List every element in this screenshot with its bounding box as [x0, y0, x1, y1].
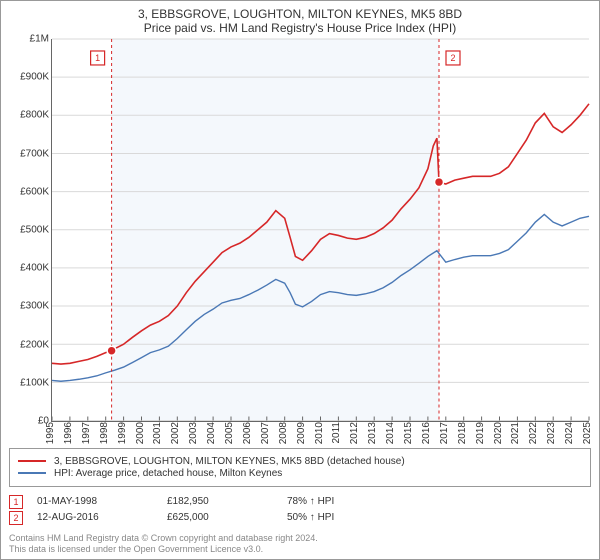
- table-row: 1 01-MAY-1998 £182,950 78% ↑ HPI: [9, 495, 591, 509]
- plot-region: 12: [51, 39, 589, 422]
- plot-svg: 12: [52, 39, 589, 421]
- y-tick-label: £100K: [20, 377, 49, 388]
- x-tick-label: 2006: [242, 422, 253, 444]
- x-axis: 1995199619971998199920002001200220032004…: [51, 422, 589, 442]
- attribution-line: Contains HM Land Registry data © Crown c…: [9, 533, 591, 544]
- legend-label: HPI: Average price, detached house, Milt…: [54, 468, 282, 479]
- x-tick-label: 2008: [278, 422, 289, 444]
- y-tick-label: £600K: [20, 186, 49, 197]
- tx-badge-num: 1: [13, 497, 18, 507]
- tx-badge-num: 2: [13, 513, 18, 523]
- chart-container: 3, EBBSGROVE, LOUGHTON, MILTON KEYNES, M…: [0, 0, 600, 560]
- x-tick-label: 2007: [260, 422, 271, 444]
- legend-label: 3, EBBSGROVE, LOUGHTON, MILTON KEYNES, M…: [54, 456, 405, 467]
- x-tick-label: 2016: [421, 422, 432, 444]
- x-tick-label: 2023: [546, 422, 557, 444]
- x-tick-label: 1998: [99, 422, 110, 444]
- x-tick-label: 2019: [475, 422, 486, 444]
- x-tick-label: 2013: [367, 422, 378, 444]
- y-tick-label: £800K: [20, 110, 49, 121]
- tx-pct: 50% ↑ HPI: [287, 512, 407, 523]
- tx-badge: 2: [9, 511, 23, 525]
- y-tick-label: £400K: [20, 263, 49, 274]
- y-tick-label: £300K: [20, 301, 49, 312]
- tx-date: 12-AUG-2016: [37, 512, 167, 523]
- y-tick-label: £200K: [20, 339, 49, 350]
- legend: 3, EBBSGROVE, LOUGHTON, MILTON KEYNES, M…: [9, 448, 591, 487]
- y-tick-label: £500K: [20, 225, 49, 236]
- x-tick-label: 2024: [564, 422, 575, 444]
- y-tick-label: £700K: [20, 148, 49, 159]
- attribution: Contains HM Land Registry data © Crown c…: [9, 533, 591, 556]
- y-axis: £0£100K£200K£300K£400K£500K£600K£700K£80…: [9, 39, 51, 422]
- x-tick-label: 2003: [188, 422, 199, 444]
- x-tick-label: 2012: [349, 422, 360, 444]
- x-tick-label: 2022: [528, 422, 539, 444]
- titles: 3, EBBSGROVE, LOUGHTON, MILTON KEYNES, M…: [9, 7, 591, 35]
- x-tick-label: 2000: [135, 422, 146, 444]
- chart-subtitle: Price paid vs. HM Land Registry's House …: [9, 21, 591, 35]
- transaction-table: 1 01-MAY-1998 £182,950 78% ↑ HPI 2 12-AU…: [9, 493, 591, 527]
- x-tick-label: 2020: [493, 422, 504, 444]
- legend-swatch: [18, 472, 46, 474]
- x-tick-label: 2018: [457, 422, 468, 444]
- x-tick-label: 2011: [331, 422, 342, 444]
- legend-swatch: [18, 460, 46, 462]
- table-row: 2 12-AUG-2016 £625,000 50% ↑ HPI: [9, 511, 591, 525]
- x-tick-label: 2004: [206, 422, 217, 444]
- y-tick-label: £900K: [20, 72, 49, 83]
- x-tick-label: 2001: [152, 422, 163, 444]
- x-tick-label: 2025: [582, 422, 593, 444]
- attribution-line: This data is licensed under the Open Gov…: [9, 544, 591, 555]
- x-tick-label: 1996: [63, 422, 74, 444]
- tx-price: £625,000: [167, 512, 287, 523]
- x-tick-label: 2002: [170, 422, 181, 444]
- legend-item: 3, EBBSGROVE, LOUGHTON, MILTON KEYNES, M…: [18, 456, 582, 467]
- x-tick-label: 1999: [117, 422, 128, 444]
- tx-badge: 1: [9, 495, 23, 509]
- legend-item: HPI: Average price, detached house, Milt…: [18, 468, 582, 479]
- x-tick-label: 2015: [403, 422, 414, 444]
- svg-text:1: 1: [95, 53, 100, 63]
- x-tick-label: 1995: [45, 422, 56, 444]
- y-tick-label: £1M: [30, 34, 49, 45]
- svg-text:2: 2: [450, 53, 455, 63]
- tx-pct: 78% ↑ HPI: [287, 496, 407, 507]
- x-tick-label: 1997: [81, 422, 92, 444]
- x-tick-label: 2010: [314, 422, 325, 444]
- x-tick-label: 2021: [510, 422, 521, 444]
- x-tick-label: 2005: [224, 422, 235, 444]
- tx-price: £182,950: [167, 496, 287, 507]
- x-tick-label: 2014: [385, 422, 396, 444]
- x-tick-label: 2017: [439, 422, 450, 444]
- x-tick-label: 2009: [296, 422, 307, 444]
- chart-area: £0£100K£200K£300K£400K£500K£600K£700K£80…: [9, 39, 591, 442]
- tx-date: 01-MAY-1998: [37, 496, 167, 507]
- chart-title: 3, EBBSGROVE, LOUGHTON, MILTON KEYNES, M…: [9, 7, 591, 21]
